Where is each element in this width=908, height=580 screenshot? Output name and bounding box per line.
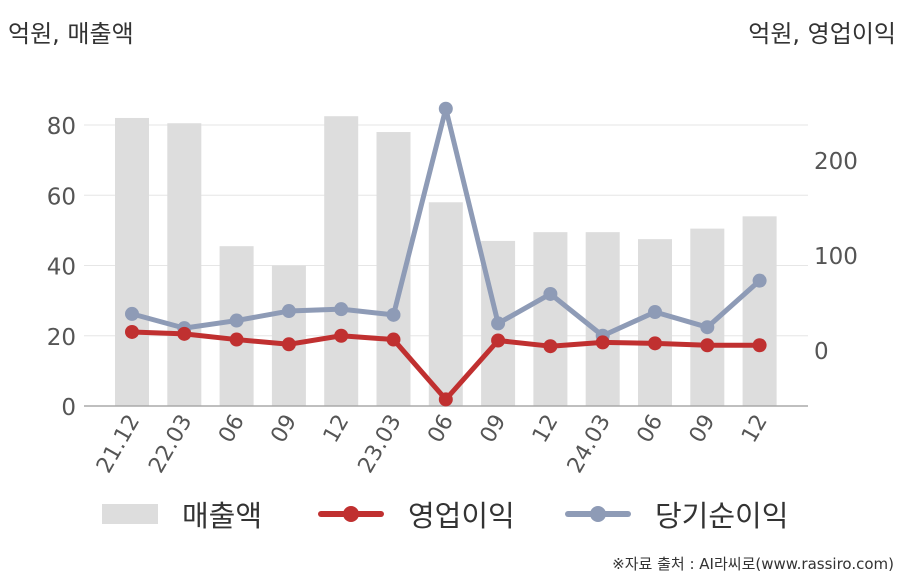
x-tick-label: 24.03 [563,411,616,478]
point-net-income [648,305,662,319]
point-net-income [229,313,244,328]
legend-item-revenue: 매출액 [102,492,262,536]
point-net-income [125,306,139,321]
bar-revenue [585,232,620,406]
point-net-income [386,307,401,322]
left-axis-unit: 억원, 매출액 [8,20,134,48]
legend-swatch-revenue [102,504,158,524]
point-operating-profit [334,328,349,343]
x-tick-label: 09 [476,410,512,447]
bar-revenue [742,216,777,406]
point-operating-profit [177,326,192,341]
point-operating-profit [125,324,139,339]
y-right-tick-label: 0 [814,339,829,365]
right-axis-unit: 억원, 영업이익 [748,20,896,48]
point-operating-profit [281,337,296,352]
point-operating-profit [700,338,715,353]
point-operating-profit [386,332,401,347]
legend-label-net-income: 당기순이익 [655,499,789,533]
x-tick-label: 12 [528,411,564,448]
legend-label-operating-profit: 영업이익 [408,499,515,533]
x-tick-label: 23.03 [354,411,407,478]
point-operating-profit [752,338,767,353]
point-operating-profit [438,392,453,407]
legend-swatch-net-income [565,503,631,525]
y-right-tick-label: 200 [814,149,858,175]
legend-item-operating-profit: 영업이익 [318,492,515,536]
point-operating-profit [543,339,558,354]
point-net-income [700,320,715,335]
y-left-tick-label: 0 [61,395,76,421]
x-tick-label: 12 [319,411,355,448]
point-net-income [334,302,349,317]
point-net-income [438,101,453,116]
y-right-tick-label: 100 [814,244,858,270]
point-net-income [543,286,558,301]
bar-revenue [167,123,202,407]
bar-revenue [115,117,149,406]
point-operating-profit [595,335,610,350]
point-operating-profit [648,336,662,351]
x-tick-label: 09 [685,411,721,448]
point-net-income [491,316,506,331]
x-tick-label: 12 [737,411,773,448]
bar-revenue [271,265,306,406]
point-net-income [752,273,767,288]
legend-item-net-income: 당기순이익 [565,492,788,536]
bar-revenue [638,239,672,406]
legend-swatch-operating-profit [318,503,384,525]
x-tick-label: 22.03 [144,411,197,478]
x-tick-label: 21.12 [92,411,145,478]
point-net-income [281,304,296,319]
bar-revenue [324,116,359,406]
source-note: ※자료 출처 : AI라씨로(www.rassiro.com) [612,555,894,573]
legend-label-revenue: 매출액 [182,499,263,533]
bar-revenue [533,232,568,406]
y-left-tick-label: 20 [47,325,76,351]
y-left-tick-label: 60 [47,184,76,210]
x-tick-label: 06 [423,411,459,448]
x-tick-label: 06 [214,411,250,448]
bar-revenue [428,202,463,406]
point-operating-profit [491,333,506,348]
point-operating-profit [229,332,244,347]
x-tick-label: 06 [633,411,669,448]
y-left-tick-label: 80 [47,114,76,140]
x-tick-label: 09 [266,411,302,448]
y-left-tick-label: 40 [47,255,76,281]
